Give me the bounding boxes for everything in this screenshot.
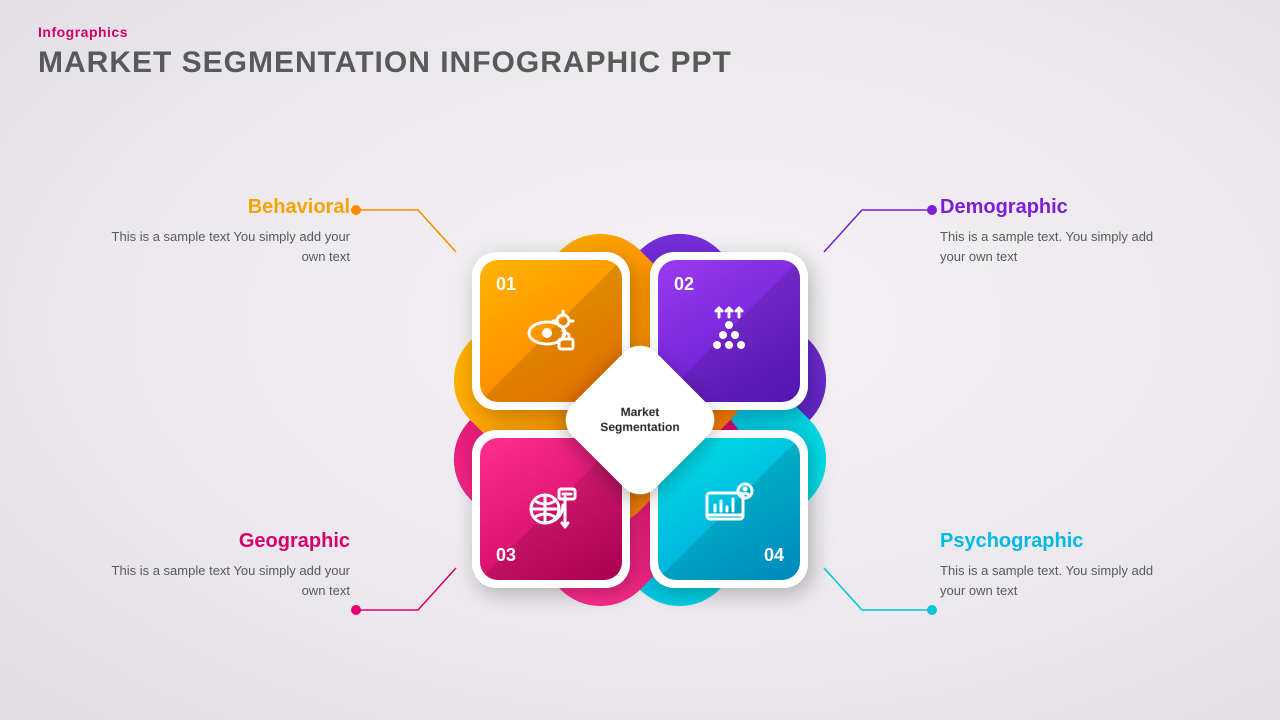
diagram-stage: 01 02 03 <box>430 210 850 630</box>
callout-demographic: Demographic This is a sample text. You s… <box>940 196 1180 267</box>
callout-desc: This is a sample text. You simply add yo… <box>940 227 1180 267</box>
connector-dot-demographic <box>927 205 937 215</box>
callout-desc: This is a sample text. You simply add yo… <box>940 561 1180 601</box>
callout-title: Geographic <box>110 530 350 553</box>
hub-label: Market Segmentation <box>590 405 690 435</box>
card-number: 01 <box>496 274 516 295</box>
connector-dot-psychographic <box>927 605 937 615</box>
callout-behavioral: Behavioral This is a sample text You sim… <box>110 196 350 267</box>
connector-dot-geographic <box>351 605 361 615</box>
geographic-icon <box>519 477 583 541</box>
card-number: 03 <box>496 545 516 566</box>
callout-psychographic: Psychographic This is a sample text. You… <box>940 530 1180 601</box>
callout-desc: This is a sample text You simply add you… <box>110 561 350 601</box>
callout-desc: This is a sample text You simply add you… <box>110 227 350 267</box>
card-number: 02 <box>674 274 694 295</box>
hub-line1: Market <box>621 405 660 419</box>
hub-line2: Segmentation <box>600 420 679 434</box>
card-number: 04 <box>764 545 784 566</box>
callout-title: Psychographic <box>940 530 1180 553</box>
demographic-icon <box>697 299 761 363</box>
callout-geographic: Geographic This is a sample text You sim… <box>110 530 350 601</box>
connector-dot-behavioral <box>351 205 361 215</box>
psychographic-icon <box>697 477 761 541</box>
behavioral-icon <box>519 299 583 363</box>
callout-title: Behavioral <box>110 196 350 219</box>
callout-title: Demographic <box>940 196 1180 219</box>
